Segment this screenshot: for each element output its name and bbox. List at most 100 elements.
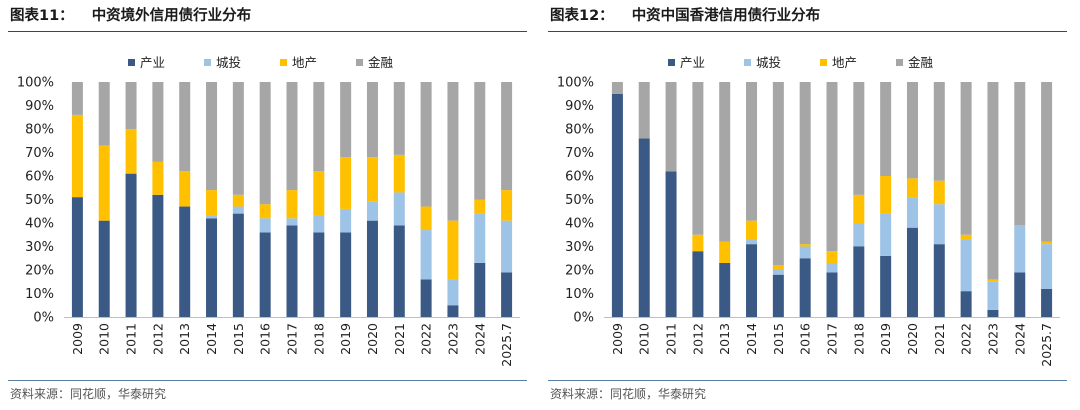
bar-stack <box>474 82 486 317</box>
bar-segment <box>447 82 459 221</box>
bar-segment <box>987 281 999 310</box>
y-tick-label: 80% <box>25 123 54 138</box>
x-tick-label: 2016 <box>798 323 813 355</box>
bar-segment <box>98 220 110 317</box>
bar-segment <box>340 232 352 317</box>
legend-swatch <box>204 59 211 66</box>
bar-segment <box>611 93 623 317</box>
bar-segment <box>206 190 218 216</box>
bar-segment <box>259 218 271 233</box>
chart-panel-industry-hk: 图表12： 中资中国香港信用债行业分布 产业 城投 地产 金融 0% 10% 20% 30% 40… <box>548 0 1075 410</box>
bar-segment <box>719 262 731 317</box>
bar-stack <box>125 82 137 317</box>
bar-stack <box>286 82 298 317</box>
x-tick-label: 2020 <box>365 323 380 355</box>
bar-segment <box>259 204 271 219</box>
bar-segment <box>286 82 298 191</box>
bar-segment <box>420 82 432 207</box>
bar-segment <box>366 201 378 221</box>
legend-item: 城投 <box>744 55 781 70</box>
bar-segment <box>501 272 513 317</box>
x-tick-label: 2013 <box>717 323 732 355</box>
bar-segment <box>1041 288 1053 317</box>
bar-segment <box>826 272 838 317</box>
legend-label: 地产 <box>292 55 317 70</box>
y-tick-label: 20% <box>25 264 54 279</box>
bar-stack <box>340 82 352 317</box>
legend-item: 地产 <box>820 55 857 70</box>
bar-segment <box>420 230 432 280</box>
bar-segment <box>987 309 999 317</box>
bar-segment <box>393 82 405 155</box>
x-tick-label: 2024 <box>1012 323 1027 355</box>
x-tick-label: 2019 <box>878 323 893 355</box>
bar-segment <box>638 82 650 139</box>
x-tick-label: 2014 <box>744 323 759 355</box>
bar-segment <box>98 145 110 221</box>
x-tick-label: 2018 <box>311 323 326 355</box>
bar-stack <box>313 82 325 317</box>
stacked-bar-chart: 产业 城投 地产 金融 0% 10% 20% 30% 40% 50% 60% 70% 80% 90% 100… <box>557 55 1060 367</box>
x-tick-label: 2021 <box>392 323 407 355</box>
bar-stack <box>501 82 513 317</box>
figure-title: 图表12： 中资中国香港信用债行业分布 <box>550 5 820 29</box>
bar-segment <box>125 129 137 174</box>
bar-segment <box>933 82 945 181</box>
title-rule <box>8 31 527 32</box>
x-tick-label: 2022 <box>959 323 974 355</box>
bar-segment <box>987 279 999 282</box>
y-tick-label: 70% <box>565 146 594 161</box>
legend-item: 城投 <box>204 55 241 70</box>
bars <box>71 82 513 317</box>
x-axis: 2009 2010 2011 2012 2013 2014 2015 2016 2017 2018… <box>610 323 1054 367</box>
y-tick-label: 90% <box>565 99 594 114</box>
bar-stack <box>259 82 271 317</box>
bar-segment <box>420 279 432 317</box>
x-tick-label: 2025.7 <box>499 323 514 367</box>
x-tick-label: 2009 <box>610 323 625 355</box>
bar-stack <box>960 82 972 317</box>
bar-segment <box>206 215 218 219</box>
bar-segment <box>799 244 811 247</box>
legend-swatch <box>896 59 903 66</box>
y-tick-label: 20% <box>565 264 594 279</box>
bar-segment <box>232 206 244 214</box>
bar-stack <box>933 82 945 317</box>
bar-segment <box>826 262 838 273</box>
bar-segment <box>665 82 677 172</box>
bar-stack <box>826 82 838 317</box>
bar-segment <box>960 234 972 240</box>
bar-segment <box>340 208 352 233</box>
legend-swatch <box>356 59 363 66</box>
bar-stack <box>665 82 677 317</box>
x-axis: 2009 2010 2011 2012 2013 2014 2015 2016 2017 2018… <box>70 323 514 367</box>
bar-segment <box>313 171 325 216</box>
bar-segment <box>71 197 83 317</box>
legend-swatch <box>820 59 827 66</box>
bar-segment <box>880 176 892 214</box>
x-tick-label: 2019 <box>338 323 353 355</box>
bar-segment <box>232 194 244 207</box>
bar-segment <box>393 225 405 317</box>
bar-stack <box>853 82 865 317</box>
x-tick-label: 2013 <box>177 323 192 355</box>
bar-segment <box>1014 272 1026 317</box>
x-tick-label: 2021 <box>932 323 947 355</box>
bar-segment <box>826 251 838 263</box>
legend-item: 产业 <box>668 55 705 70</box>
bar-segment <box>1041 82 1053 242</box>
bars <box>611 82 1053 317</box>
chart-panel-industry-overseas: 图表11： 中资境外信用债行业分布 产业 城投 地产 金融 0% 10% 20% 30% 40% 5… <box>8 0 535 410</box>
x-tick-label: 2014 <box>204 323 219 355</box>
bar-segment <box>340 82 352 158</box>
bar-stack <box>232 82 244 317</box>
x-tick-label: 2011 <box>124 323 139 355</box>
bar-segment <box>179 171 191 207</box>
bar-segment <box>853 223 865 247</box>
bar-segment <box>772 270 784 275</box>
bar-segment <box>366 220 378 317</box>
bar-segment <box>366 157 378 202</box>
legend-label: 城投 <box>216 55 241 70</box>
bar-segment <box>826 82 838 252</box>
y-tick-label: 90% <box>25 99 54 114</box>
